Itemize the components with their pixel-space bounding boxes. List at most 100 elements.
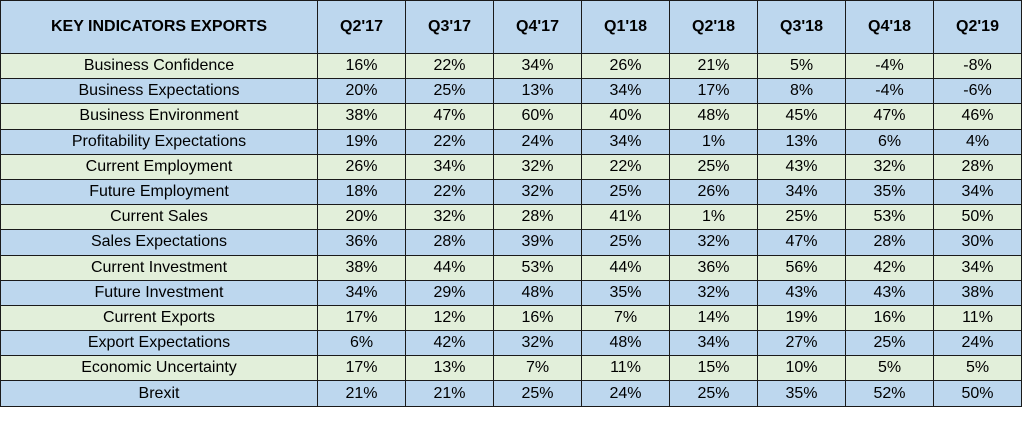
value-cell: 13% — [405, 355, 494, 382]
value-cell: 53% — [493, 254, 582, 281]
value-cell: 7% — [581, 304, 670, 332]
value-cell: 32% — [493, 330, 582, 357]
value-cell: 45% — [757, 103, 846, 130]
value-cell: 24% — [493, 128, 582, 155]
value-cell: 28% — [933, 153, 1022, 180]
value-cell: 44% — [581, 254, 670, 281]
value-cell: 38% — [317, 103, 406, 130]
value-cell: 26% — [669, 178, 758, 206]
value-cell: 11% — [581, 355, 670, 382]
value-cell: 36% — [317, 229, 406, 256]
row-label: Business Environment — [0, 103, 318, 130]
value-cell: 6% — [845, 128, 934, 155]
value-cell: 21% — [669, 52, 758, 80]
value-cell: 34% — [669, 330, 758, 357]
value-cell: -4% — [845, 78, 934, 105]
value-cell: 56% — [757, 254, 846, 281]
table-row: Future Employment 18% 22% 32% 25% 26% 34% 35% 34… — [0, 178, 1022, 206]
table-row: Export Expectations 6% 42% 32% 48% 34% 27% 25% 2… — [0, 330, 1022, 357]
value-cell: 26% — [317, 153, 406, 180]
value-cell: 41% — [581, 204, 670, 231]
value-cell: 47% — [845, 103, 934, 130]
value-cell: 27% — [757, 330, 846, 357]
value-cell: 21% — [317, 380, 406, 407]
value-cell: 28% — [405, 229, 494, 256]
value-cell: 35% — [845, 178, 934, 206]
value-cell: 35% — [757, 380, 846, 407]
value-cell: 34% — [317, 279, 406, 306]
row-label: Profitability Expectations — [0, 128, 318, 155]
value-cell: 40% — [581, 103, 670, 130]
value-cell: 22% — [405, 178, 494, 206]
value-cell: 32% — [405, 204, 494, 231]
value-cell: 25% — [669, 153, 758, 180]
row-label: Export Expectations — [0, 330, 318, 357]
value-cell: 32% — [845, 153, 934, 180]
value-cell: 16% — [317, 52, 406, 80]
column-header: Q2'19 — [933, 0, 1022, 54]
value-cell: 47% — [405, 103, 494, 130]
value-cell: 19% — [317, 128, 406, 155]
value-cell: 25% — [757, 204, 846, 231]
key-indicators-table: KEY INDICATORS EXPORTS Q2'17 Q3'17 Q4'17 Q1… — [0, 0, 1022, 407]
value-cell: 25% — [405, 78, 494, 105]
row-label: Business Confidence — [0, 52, 318, 80]
value-cell: 20% — [317, 204, 406, 231]
value-cell: 12% — [405, 304, 494, 332]
column-header: Q3'17 — [405, 0, 494, 54]
value-cell: 10% — [757, 355, 846, 382]
value-cell: 32% — [493, 178, 582, 206]
value-cell: 5% — [933, 355, 1022, 382]
table-row: Profitability Expectations 19% 22% 24% 34% 1%… — [0, 128, 1022, 155]
row-label: Current Exports — [0, 304, 318, 332]
value-cell: 25% — [845, 330, 934, 357]
value-cell: 4% — [933, 128, 1022, 155]
value-cell: 32% — [493, 153, 582, 180]
value-cell: 48% — [493, 279, 582, 306]
table-body: Business Confidence 16% 22% 34% 26% 21% 5% -4% -… — [0, 52, 1022, 407]
value-cell: 32% — [669, 279, 758, 306]
header-row: KEY INDICATORS EXPORTS Q2'17 Q3'17 Q4'17 Q1… — [0, 0, 1022, 54]
value-cell: 6% — [317, 330, 406, 357]
column-header: Q1'18 — [581, 0, 670, 54]
value-cell: 24% — [933, 330, 1022, 357]
value-cell: 20% — [317, 78, 406, 105]
value-cell: 42% — [845, 254, 934, 281]
table-row: Current Employment 26% 34% 32% 22% 25% 43% 32% 2… — [0, 153, 1022, 180]
column-header: Q3'18 — [757, 0, 846, 54]
row-label: Current Investment — [0, 254, 318, 281]
value-cell: 16% — [845, 304, 934, 332]
value-cell: 43% — [757, 153, 846, 180]
value-cell: 17% — [669, 78, 758, 105]
value-cell: 36% — [669, 254, 758, 281]
table-row: Future Investment 34% 29% 48% 35% 32% 43% 43% 38… — [0, 279, 1022, 306]
value-cell: 34% — [405, 153, 494, 180]
table-title: KEY INDICATORS EXPORTS — [0, 0, 318, 54]
value-cell: 39% — [493, 229, 582, 256]
table-row: Current Investment 38% 44% 53% 44% 36% 56% 42% 3… — [0, 254, 1022, 281]
table-row: Sales Expectations 36% 28% 39% 25% 32% 47% 28% 3… — [0, 229, 1022, 256]
value-cell: 28% — [493, 204, 582, 231]
value-cell: 5% — [845, 355, 934, 382]
value-cell: 8% — [757, 78, 846, 105]
table-row: Economic Uncertainty 17% 13% 7% 11% 15% 10% 5% 5… — [0, 355, 1022, 382]
value-cell: 44% — [405, 254, 494, 281]
value-cell: 18% — [317, 178, 406, 206]
value-cell: 19% — [757, 304, 846, 332]
value-cell: 25% — [581, 229, 670, 256]
value-cell: 34% — [581, 128, 670, 155]
value-cell: 16% — [493, 304, 582, 332]
table-row: Business Environment 38% 47% 60% 40% 48% 45% 47… — [0, 103, 1022, 130]
value-cell: 34% — [933, 178, 1022, 206]
value-cell: 21% — [405, 380, 494, 407]
value-cell: 34% — [581, 78, 670, 105]
value-cell: 35% — [581, 279, 670, 306]
table-row: Current Exports 17% 12% 16% 7% 14% 19% 16% 11% — [0, 304, 1022, 332]
value-cell: 11% — [933, 304, 1022, 332]
table-row: Business Confidence 16% 22% 34% 26% 21% 5% -4% -… — [0, 52, 1022, 80]
row-label: Sales Expectations — [0, 229, 318, 256]
value-cell: 17% — [317, 355, 406, 382]
value-cell: 50% — [933, 380, 1022, 407]
table-row: Current Sales 20% 32% 28% 41% 1% 25% 53% 50% — [0, 204, 1022, 231]
value-cell: 5% — [757, 52, 846, 80]
